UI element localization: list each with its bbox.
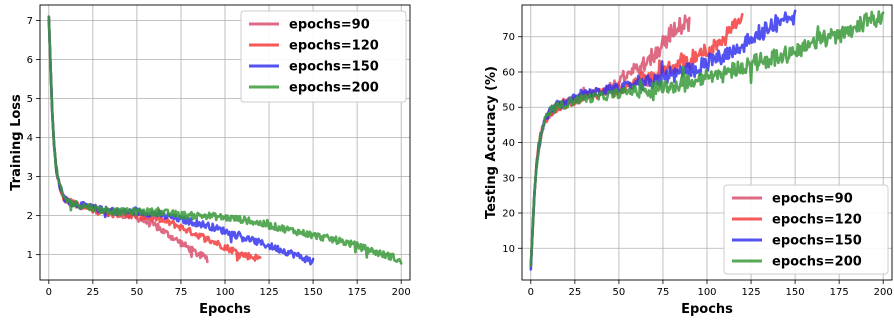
legend-label: epochs=120: [289, 39, 379, 54]
series-line-epochs=90: [529, 14, 691, 268]
x-tick-label: 25: [86, 287, 99, 298]
series-group: [529, 9, 885, 271]
x-tick-label: 125: [260, 287, 279, 298]
x-tick-label: 150: [304, 287, 323, 298]
y-tick-label: 20: [502, 209, 515, 220]
chart-panel-1: 0 25 50 75 100 125 150 175 200 1 2 3 4 5 6 7 Epochs Train…: [9, 4, 411, 317]
legend-label: epochs=200: [289, 81, 379, 96]
series-line-epochs=120: [529, 12, 744, 268]
chart-panel-2: 0 25 50 75 100 125 150 175 200 10 20 30 40 50 60 70 Epoc…: [484, 4, 893, 317]
series-line-epochs=200: [529, 10, 885, 268]
y-tick-label: 40: [502, 138, 515, 149]
x-tick-label: 175: [348, 287, 367, 298]
y-tick-label: 10: [502, 244, 515, 255]
x-tick-label: 200: [392, 287, 411, 298]
x-axis-label: Epochs: [681, 302, 733, 317]
x-tick-label: 100: [697, 287, 716, 298]
x-tick-label: 50: [131, 287, 144, 298]
legend-box: [240, 10, 407, 103]
y-tick-label: 7: [27, 16, 33, 27]
y-tick-label: 50: [502, 103, 515, 114]
legend-label: epochs=150: [772, 234, 862, 249]
legend-label: epochs=90: [772, 192, 853, 207]
series-line-epochs=90: [47, 15, 209, 264]
y-axis-label: Testing Accuracy (%): [484, 66, 499, 219]
y-axis-label: Training Loss: [9, 94, 24, 191]
x-tick-label: 50: [613, 287, 626, 298]
x-tick-label: 75: [657, 287, 670, 298]
legend-label: epochs=150: [289, 60, 379, 75]
y-tick-label: 3: [27, 172, 33, 183]
y-tick-label: 2: [27, 211, 33, 222]
y-tick-label: 30: [502, 173, 515, 184]
x-axis-label: Epochs: [199, 302, 251, 317]
y-tick-label: 6: [27, 55, 33, 66]
x-tick-label: 100: [215, 287, 234, 298]
x-tick-label: 0: [528, 287, 534, 298]
series-group: [47, 15, 403, 266]
legend-label: epochs=90: [289, 18, 370, 33]
x-tick-label: 150: [786, 287, 805, 298]
x-tick-label: 25: [568, 287, 581, 298]
y-tick-label: 1: [27, 250, 33, 261]
y-tick-label: 60: [502, 67, 515, 78]
x-tick-label: 175: [830, 287, 849, 298]
legend: epochs=90 epochs=120 epochs=150 epochs=200: [240, 10, 407, 103]
legend-label: epochs=200: [772, 255, 862, 270]
series-line-epochs=200: [47, 15, 403, 265]
x-tick-label: 75: [175, 287, 188, 298]
legend-label: epochs=120: [772, 213, 862, 228]
x-tick-label: 0: [46, 287, 52, 298]
y-tick-label: 70: [502, 32, 515, 43]
legend: epochs=90 epochs=120 epochs=150 epochs=200: [723, 184, 889, 275]
x-tick-label: 200: [874, 287, 893, 298]
x-tick-label: 125: [742, 287, 761, 298]
y-tick-label: 4: [27, 133, 33, 144]
legend-box: [723, 184, 889, 275]
y-tick-label: 5: [27, 94, 33, 105]
